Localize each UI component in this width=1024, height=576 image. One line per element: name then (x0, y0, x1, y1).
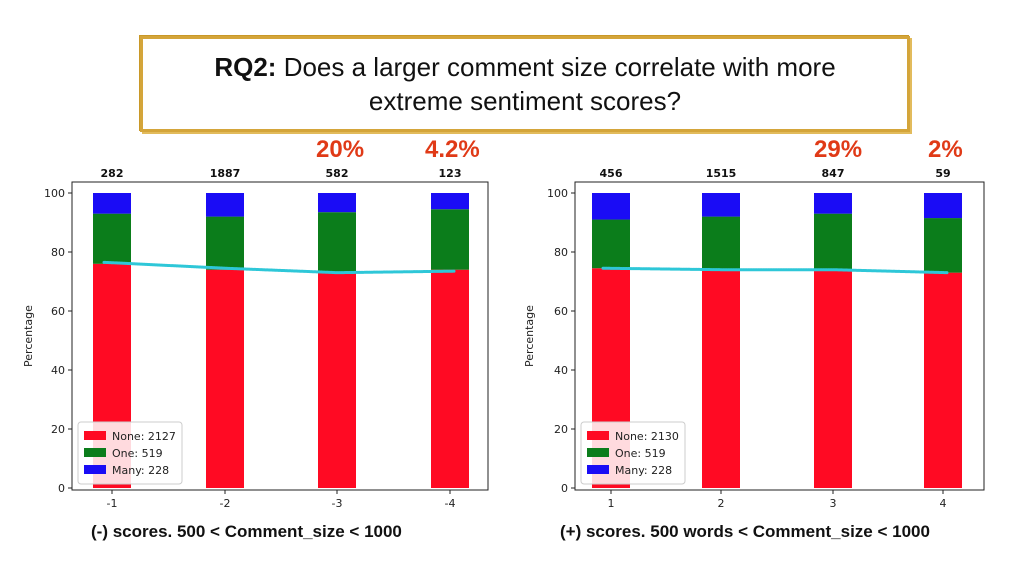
right-ytick-label: 40 (554, 364, 568, 377)
right-bar-many-3 (924, 193, 962, 219)
right-bar-one-3 (924, 218, 962, 273)
right-count-label: 456 (600, 167, 623, 180)
left-xtick-label: -4 (445, 497, 456, 510)
right-ylabel: Percentage (523, 305, 536, 367)
left-trend-line (102, 260, 456, 275)
title-line-1: RQ2: Does a larger comment size correlat… (214, 50, 835, 84)
left-xtick-label: -3 (332, 497, 343, 510)
right-legend-label: One: 519 (615, 447, 666, 460)
callout-left-2: 4.2% (425, 136, 480, 163)
left-count-label: 582 (326, 167, 349, 180)
left-bar-many-2 (318, 193, 356, 213)
right-legend-label: None: 2130 (615, 430, 679, 443)
right-count-label: 59 (935, 167, 950, 180)
right-legend-swatch (587, 431, 609, 440)
left-ytick-label: 100 (44, 187, 65, 200)
left-legend-label: One: 519 (112, 447, 163, 460)
right-legend-label: Many: 228 (615, 464, 672, 477)
right-bar-many-0 (592, 193, 630, 220)
left-bar-none-1 (206, 269, 244, 488)
callout-right-2: 2% (928, 136, 963, 163)
right-ytick-label: 0 (561, 482, 568, 495)
callout-right-1: 29% (814, 136, 863, 163)
left-legend-swatch (84, 431, 106, 440)
left-ytick-label: 20 (51, 423, 65, 436)
left-bar-one-2 (318, 212, 356, 273)
right-bar-one-1 (702, 216, 740, 270)
left-bar-one-1 (206, 216, 244, 270)
left-count-label: 1887 (210, 167, 241, 180)
right-bar-none-1 (702, 269, 740, 488)
left-bar-one-0 (93, 213, 131, 264)
right-bar-none-3 (924, 272, 962, 488)
caption-right: (+) scores. 500 words < Comment_size < 1… (560, 522, 930, 541)
title-box: RQ2: Does a larger comment size correlat… (140, 36, 910, 132)
right-plot-frame (574, 181, 985, 491)
right-xtick-label: 1 (608, 497, 615, 510)
right-count-label: 847 (822, 167, 845, 180)
left-bar-none-3 (431, 269, 469, 488)
left-ytick-label: 80 (51, 246, 65, 259)
left-count-label: 282 (101, 167, 124, 180)
right-bar-one-2 (814, 213, 852, 270)
left-ytick-label: 0 (58, 482, 65, 495)
right-count-label: 1515 (706, 167, 737, 180)
right-ytick-label: 20 (554, 423, 568, 436)
right-legend-swatch (587, 448, 609, 457)
caption-left: (-) scores. 500 < Comment_size < 1000 (91, 522, 402, 541)
right-xtick-label: 2 (718, 497, 725, 510)
title-bold: RQ2: (214, 52, 277, 82)
right-ytick-label: 80 (554, 246, 568, 259)
right-bar-many-1 (702, 193, 740, 217)
right-ytick-label: 60 (554, 305, 568, 318)
left-bar-many-0 (93, 193, 131, 214)
left-ylabel: Percentage (22, 305, 35, 367)
right-xtick-label: 3 (830, 497, 837, 510)
right-xtick-label: 4 (940, 497, 947, 510)
left-bar-none-2 (318, 272, 356, 488)
left-legend-label: Many: 228 (112, 464, 169, 477)
left-bar-many-1 (206, 193, 244, 217)
right-bar-many-2 (814, 193, 852, 214)
right-bar-one-0 (592, 219, 630, 269)
left-count-label: 123 (439, 167, 462, 180)
right-legend-swatch (587, 465, 609, 474)
right-bar-none-2 (814, 269, 852, 488)
left-xtick-label: -1 (107, 497, 118, 510)
right-trend-line (601, 266, 949, 275)
callout-left-1: 20% (316, 136, 365, 163)
left-ytick-label: 40 (51, 364, 65, 377)
title-question: Does a larger comment size correlate wit… (283, 52, 836, 82)
left-bar-one-3 (431, 209, 469, 270)
title-line-2: extreme sentiment scores? (368, 86, 682, 116)
right-ytick-label: 100 (547, 187, 568, 200)
left-legend-swatch (84, 448, 106, 457)
left-ytick-label: 60 (51, 305, 65, 318)
left-plot-frame (71, 181, 489, 491)
left-bar-many-3 (431, 193, 469, 210)
left-legend-swatch (84, 465, 106, 474)
left-legend-label: None: 2127 (112, 430, 176, 443)
left-xtick-label: -2 (220, 497, 231, 510)
